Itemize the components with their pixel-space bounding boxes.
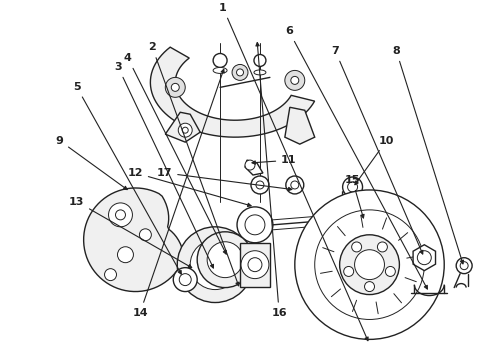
Circle shape: [213, 54, 227, 67]
Text: 16: 16: [256, 42, 287, 318]
Circle shape: [417, 251, 431, 265]
Circle shape: [108, 203, 132, 227]
Circle shape: [291, 76, 299, 84]
Text: 6: 6: [285, 26, 427, 289]
Polygon shape: [360, 220, 397, 242]
Circle shape: [325, 206, 348, 230]
Ellipse shape: [213, 67, 227, 73]
Circle shape: [295, 190, 444, 339]
Circle shape: [377, 242, 388, 252]
Circle shape: [291, 181, 299, 189]
Circle shape: [460, 262, 468, 270]
Circle shape: [172, 84, 179, 91]
Circle shape: [286, 176, 304, 194]
Circle shape: [118, 247, 133, 263]
Circle shape: [241, 251, 269, 279]
Circle shape: [179, 274, 191, 285]
Text: 7: 7: [331, 46, 423, 254]
Circle shape: [285, 71, 305, 90]
Circle shape: [190, 240, 240, 289]
Circle shape: [365, 282, 374, 292]
Polygon shape: [150, 47, 315, 137]
Text: 13: 13: [69, 197, 192, 267]
Circle shape: [207, 242, 243, 278]
Circle shape: [104, 269, 117, 280]
Circle shape: [197, 232, 253, 288]
Circle shape: [116, 210, 125, 220]
Circle shape: [182, 127, 188, 133]
Circle shape: [256, 181, 264, 189]
Text: 15: 15: [344, 175, 364, 218]
Text: 2: 2: [148, 42, 239, 286]
Text: 12: 12: [127, 168, 251, 207]
Circle shape: [340, 235, 399, 294]
Text: 9: 9: [55, 136, 127, 190]
Circle shape: [352, 242, 362, 252]
Circle shape: [385, 266, 395, 276]
Circle shape: [254, 54, 266, 67]
Circle shape: [232, 64, 248, 80]
Text: 11: 11: [252, 155, 296, 165]
Circle shape: [245, 215, 265, 235]
Circle shape: [355, 250, 385, 280]
Text: 1: 1: [219, 3, 368, 341]
Circle shape: [178, 123, 192, 137]
Circle shape: [251, 176, 269, 194]
Circle shape: [248, 258, 262, 272]
Circle shape: [359, 222, 370, 234]
Polygon shape: [343, 177, 355, 200]
Circle shape: [237, 69, 244, 76]
Circle shape: [343, 266, 354, 276]
Text: 3: 3: [114, 62, 214, 268]
Circle shape: [315, 210, 424, 319]
Circle shape: [177, 227, 253, 302]
Polygon shape: [245, 160, 263, 175]
Circle shape: [173, 268, 197, 292]
Text: 17: 17: [157, 168, 292, 191]
Ellipse shape: [254, 70, 266, 75]
Circle shape: [331, 212, 343, 224]
Circle shape: [165, 77, 185, 97]
Circle shape: [456, 258, 472, 274]
Polygon shape: [413, 245, 436, 271]
Circle shape: [245, 160, 255, 170]
Text: 5: 5: [73, 82, 181, 274]
Circle shape: [347, 182, 358, 192]
Text: 10: 10: [355, 136, 394, 185]
Polygon shape: [84, 188, 184, 292]
Text: 4: 4: [124, 53, 226, 254]
Text: 14: 14: [132, 69, 224, 318]
Circle shape: [140, 229, 151, 241]
Circle shape: [237, 207, 273, 243]
Text: 8: 8: [392, 46, 464, 264]
Polygon shape: [285, 107, 315, 144]
Polygon shape: [165, 112, 200, 142]
Circle shape: [343, 177, 363, 197]
Polygon shape: [240, 243, 270, 287]
